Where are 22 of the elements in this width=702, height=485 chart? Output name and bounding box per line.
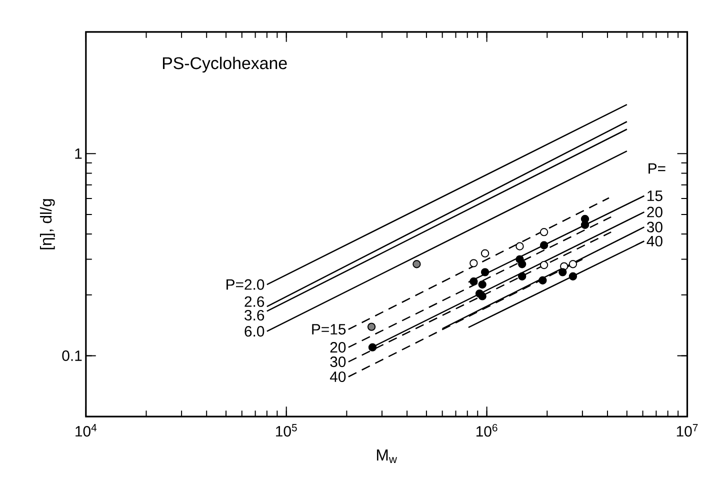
annotation: 15 — [648, 190, 662, 201]
x-tick-label: 10$^{4}$ — [76, 424, 97, 436]
annotation: 3.6 — [244, 310, 264, 320]
y-tick-label: 0.1 — [62, 350, 82, 361]
annotation: 2.6 — [244, 296, 264, 307]
x-axis-title: M$_{w}$ — [376, 449, 398, 463]
annotation: 6.0 — [244, 326, 264, 336]
annotation: P=2.0 — [226, 279, 264, 290]
annotation: P= — [648, 163, 666, 174]
annotation: 40 — [646, 236, 662, 246]
annotation: 20 — [647, 206, 662, 218]
x-tick-label: 10$^{6}$ — [476, 424, 498, 436]
y-axis-title: [η], dl/g — [40, 198, 55, 249]
annotation: 30 — [646, 222, 662, 232]
annotation: 30 — [330, 356, 346, 367]
annotation: 40 — [330, 371, 346, 382]
annotation: 20 — [330, 342, 346, 352]
annotation: P=15 — [312, 324, 346, 334]
x-tick-label: 10$^{5}$ — [276, 424, 297, 436]
text: PS-Cyclohexane — [162, 56, 287, 72]
x-tick-label: 10$^{7}$ — [676, 424, 698, 436]
y-tick-label: 1 — [75, 148, 82, 159]
